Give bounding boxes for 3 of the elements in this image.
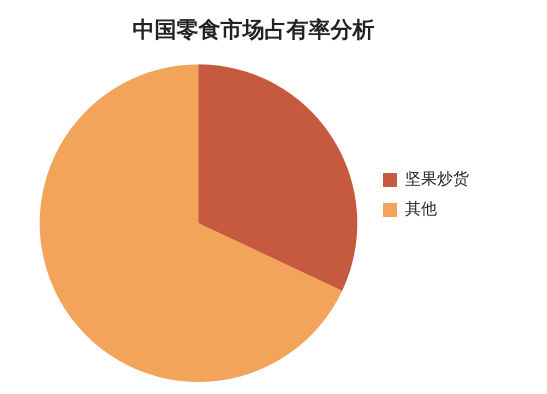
chart-title: 中国零食市场占有率分析 bbox=[132, 16, 374, 43]
legend-label: 其他 bbox=[405, 199, 437, 218]
legend-label: 坚果炒货 bbox=[405, 169, 469, 188]
